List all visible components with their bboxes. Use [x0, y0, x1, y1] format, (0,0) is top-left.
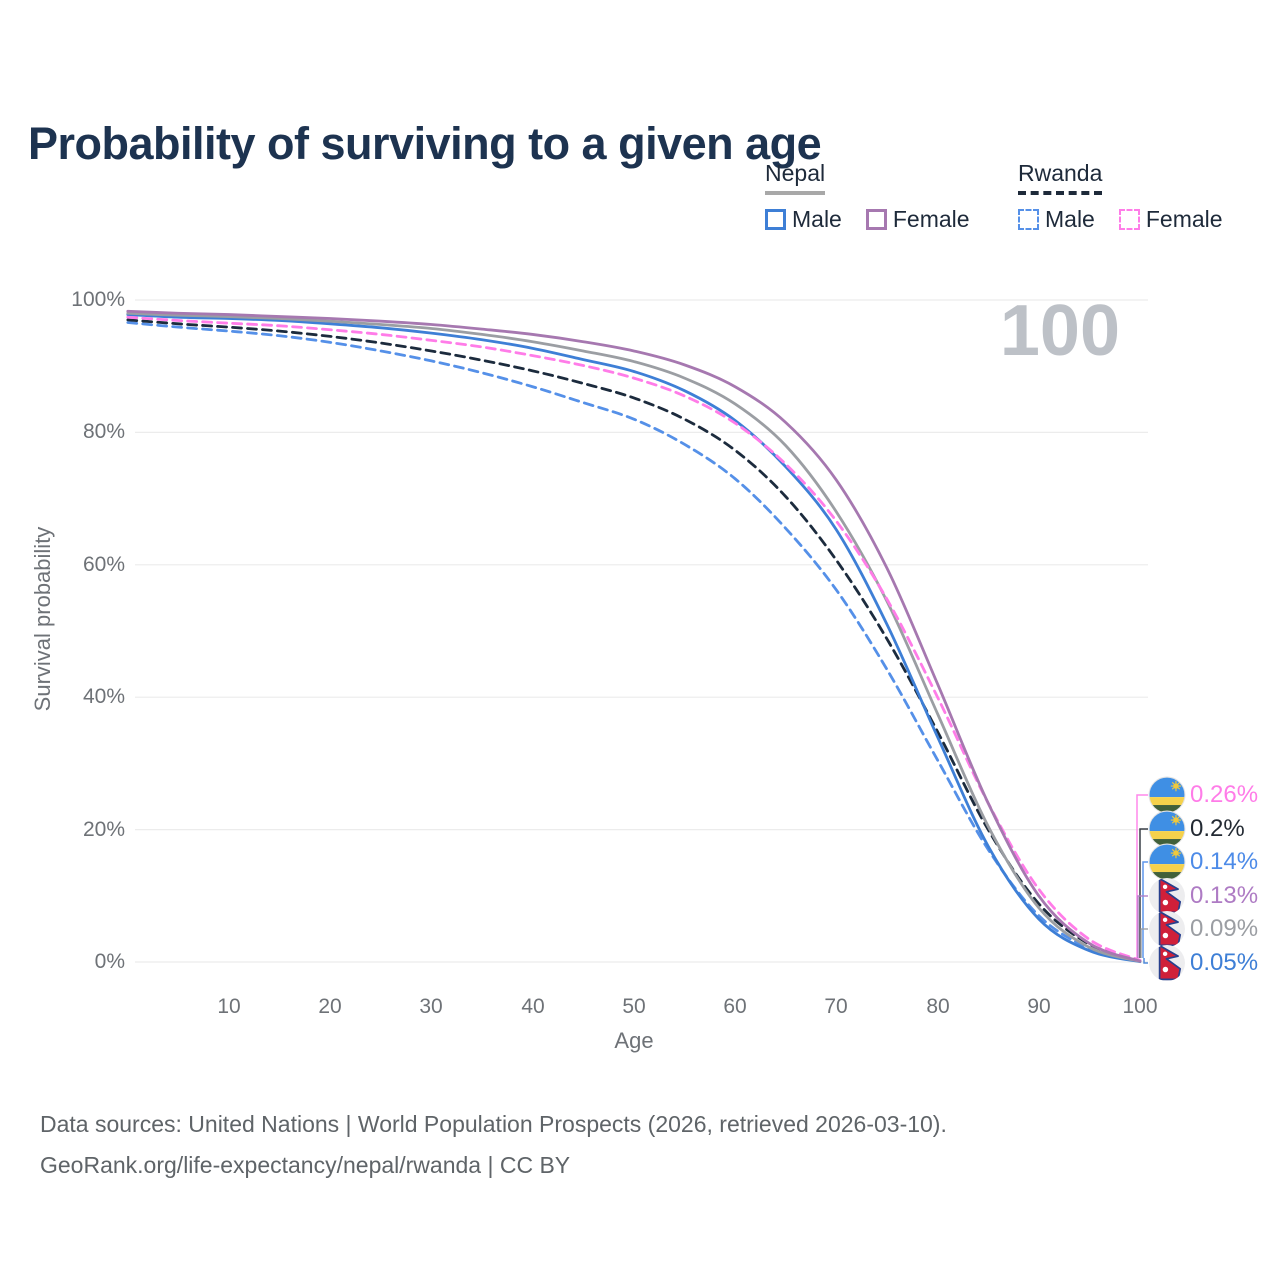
x-tick-50: 50: [622, 995, 646, 1018]
y-axis-label: Survival probability: [30, 526, 55, 712]
legend-item-nepal-female[interactable]: Female: [865, 206, 970, 233]
legend-items-nepal: Male Female: [765, 206, 994, 233]
x-tick-90: 90: [1027, 995, 1051, 1018]
x-tick-70: 70: [824, 995, 848, 1018]
series-line-rwanda_female: [126, 315, 1142, 962]
x-tick-10: 10: [217, 995, 241, 1018]
leader-line-2: [1142, 861, 1148, 958]
legend-title-rwanda: Rwanda: [1018, 160, 1103, 195]
footer-line-2: GeoRank.org/life-expectancy/nepal/rwanda…: [40, 1152, 571, 1178]
nepal-female-swatch-icon[interactable]: [865, 209, 887, 230]
legend-item-rwanda-male[interactable]: Male: [1018, 206, 1095, 233]
y-tick-60: 60%: [82, 553, 125, 576]
data-source-footer: Data sources: United Nations | World Pop…: [40, 1104, 947, 1186]
leader-line-5: [1143, 958, 1148, 964]
rwanda-flag-icon: [1148, 776, 1186, 814]
legend-label: Male: [792, 206, 842, 232]
x-axis-label: Age: [614, 1028, 654, 1053]
series-line-nepal_female: [126, 309, 1142, 963]
end-label-rwanda-female: 0.26%: [1148, 776, 1258, 814]
y-tick-40: 40%: [82, 685, 125, 708]
y-tick-80: 80%: [82, 420, 125, 443]
y-tick-100: 100%: [71, 288, 125, 311]
series-line-rwanda_total: [126, 318, 1142, 963]
legend-items-rwanda: Male Female: [1018, 206, 1247, 233]
rwanda-female-swatch-icon[interactable]: [1118, 209, 1140, 230]
end-label-value: 0.14%: [1190, 848, 1259, 875]
end-label-value: 0.2%: [1190, 815, 1245, 842]
legend-item-rwanda-female[interactable]: Female: [1118, 206, 1223, 233]
leader-line-0: [1136, 794, 1148, 958]
y-tick-0: 0%: [94, 950, 125, 973]
legend-label: Female: [1145, 206, 1223, 232]
end-label-value: 0.09%: [1190, 915, 1259, 942]
series-line-rwanda_male: [126, 321, 1142, 963]
x-tick-100: 100: [1122, 995, 1158, 1018]
nepal-flag-icon: [1148, 944, 1186, 982]
series-line-nepal_male: [126, 313, 1142, 964]
legend-group-nepal: Nepal Male Female: [765, 160, 994, 233]
x-tick-80: 80: [926, 995, 950, 1018]
end-label-nepal-female: 0.13%: [1148, 877, 1258, 915]
x-tick-20: 20: [318, 995, 342, 1018]
nepal-male-swatch-icon[interactable]: [765, 209, 786, 230]
end-label-rwanda-total: 0.2%: [1148, 810, 1245, 848]
series-line-nepal_total: [126, 311, 1142, 963]
end-label-nepal-total: 0.09%: [1148, 910, 1258, 948]
end-label-nepal-male: 0.05%: [1148, 944, 1258, 982]
x-tick-30: 30: [419, 995, 443, 1018]
leader-line-1: [1139, 828, 1148, 958]
x-tick-40: 40: [521, 995, 545, 1018]
y-tick-20: 20%: [82, 818, 125, 841]
rwanda-male-swatch-icon[interactable]: [1018, 209, 1039, 230]
legend-group-rwanda: Rwanda Male Female: [1018, 160, 1247, 233]
legend-label: Female: [892, 206, 970, 232]
legend-title-nepal: Nepal: [765, 160, 826, 195]
footer-line-1: Data sources: United Nations | World Pop…: [40, 1111, 947, 1137]
legend-label: Male: [1045, 206, 1095, 232]
nepal-flag-icon: [1148, 910, 1186, 948]
end-label-value: 0.26%: [1190, 781, 1259, 808]
end-label-value: 0.05%: [1190, 949, 1259, 976]
x-tick-60: 60: [723, 995, 747, 1018]
page-title: Probability of surviving to a given age: [28, 118, 822, 170]
leader-line-3: [1137, 895, 1148, 958]
end-label-value: 0.13%: [1190, 882, 1259, 909]
legend-item-nepal-male[interactable]: Male: [765, 206, 842, 233]
rwanda-flag-icon: [1148, 843, 1186, 881]
leader-line-4: [1140, 928, 1148, 958]
age-counter-watermark: 100: [999, 291, 1120, 371]
end-label-rwanda-male: 0.14%: [1148, 843, 1258, 881]
